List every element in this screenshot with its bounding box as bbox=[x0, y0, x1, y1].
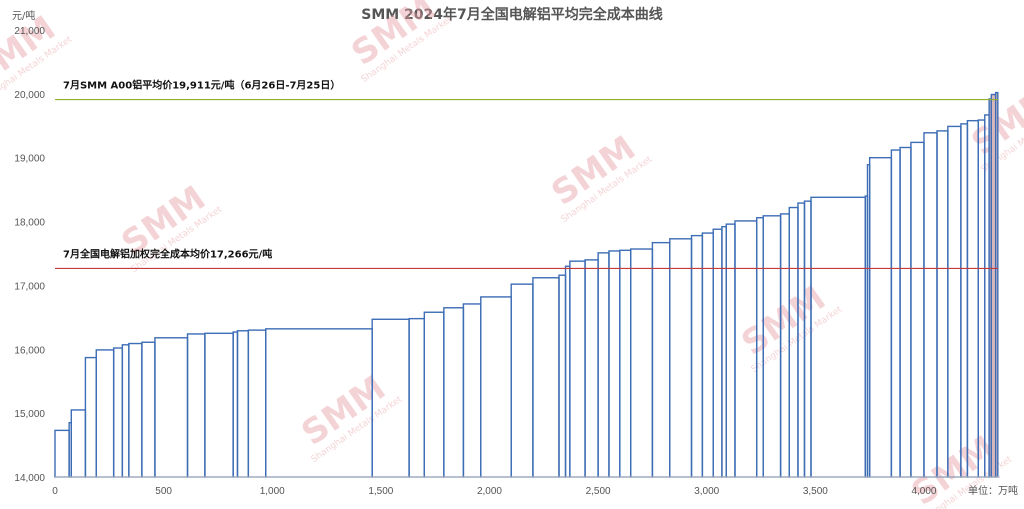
chart-title: SMM 2024年7月全国电解铝平均完全成本曲线 bbox=[361, 7, 663, 23]
x-tick-label: 3,500 bbox=[803, 486, 828, 497]
reference-lines-layer: 7月SMM A00铝平均价19,911元/吨（6月26日-7月25日） 7月全国电… bbox=[55, 79, 998, 270]
y-tick-label: 20,000 bbox=[14, 90, 45, 101]
cost-bar bbox=[725, 223, 736, 478]
x-tick-label: 2,000 bbox=[477, 486, 502, 497]
cost-bar bbox=[443, 307, 465, 478]
x-tick-label: 500 bbox=[155, 486, 172, 497]
y-tick-label: 18,000 bbox=[14, 218, 45, 229]
cost-bar bbox=[70, 409, 87, 478]
cost-bar bbox=[966, 119, 979, 478]
cost-bar bbox=[960, 123, 969, 478]
cost-bar bbox=[532, 277, 560, 478]
cost-bar bbox=[994, 91, 999, 478]
reference-line-label: 7月SMM A00铝平均价19,911元/吨（6月26日-7月25日） bbox=[63, 79, 340, 92]
cost-bar bbox=[651, 241, 671, 478]
cost-bar bbox=[236, 330, 250, 478]
y-axis-unit-label: 元/吨 bbox=[12, 9, 35, 22]
cost-bar bbox=[910, 141, 925, 478]
axes-layer: 元/吨 单位：万吨 14,000 15,000 16,000 17,000 18,000… bbox=[12, 9, 1018, 497]
cost-bar bbox=[669, 238, 693, 478]
y-tick-label: 14,000 bbox=[14, 473, 45, 484]
cost-bar bbox=[712, 228, 723, 478]
cost-bar bbox=[408, 317, 426, 478]
cost-bar bbox=[84, 356, 97, 478]
cost-bar bbox=[186, 333, 206, 478]
cost-bar bbox=[247, 329, 267, 478]
x-tick-label: 0 bbox=[52, 486, 58, 497]
reference-line-label: 7月全国电解铝加权完全成本均价17,266元/吨 bbox=[63, 247, 272, 260]
x-tick-label: 1,500 bbox=[368, 486, 393, 497]
y-tick-label: 19,000 bbox=[14, 154, 45, 165]
cost-bar bbox=[154, 337, 189, 478]
x-axis-unit-label: 单位：万吨 bbox=[968, 484, 1018, 497]
cost-bar bbox=[868, 157, 893, 478]
cost-bar bbox=[141, 341, 156, 478]
x-tick-label: 4,000 bbox=[911, 486, 936, 497]
cost-bar bbox=[947, 125, 962, 478]
y-tick-label: 21,000 bbox=[14, 26, 45, 37]
cost-bar bbox=[597, 252, 610, 478]
cost-bar bbox=[128, 342, 143, 478]
cost-bar bbox=[423, 311, 445, 478]
cost-bar bbox=[121, 344, 130, 478]
cost-bar bbox=[480, 296, 512, 478]
cost-bar bbox=[629, 248, 654, 478]
cost-bar bbox=[690, 234, 704, 478]
cost-bar bbox=[936, 130, 949, 478]
cost-bar bbox=[899, 146, 912, 478]
cost-bar bbox=[890, 149, 901, 478]
cost-bar bbox=[923, 132, 938, 478]
x-tick-label: 2,500 bbox=[586, 486, 611, 497]
y-tick-label: 16,000 bbox=[14, 345, 45, 356]
cost-bar bbox=[810, 196, 867, 478]
y-tick-label: 15,000 bbox=[14, 409, 45, 420]
x-tick-label: 3,000 bbox=[694, 486, 719, 497]
x-tick-label: 1,000 bbox=[260, 486, 285, 497]
cost-bar bbox=[112, 347, 124, 478]
cost-bar bbox=[608, 250, 621, 478]
cost-bar bbox=[558, 274, 567, 478]
cost-bar bbox=[54, 429, 70, 478]
cost-bar bbox=[584, 259, 599, 478]
bars-layer bbox=[54, 91, 999, 478]
cost-bar bbox=[701, 232, 714, 478]
cost-bar bbox=[204, 332, 234, 478]
y-tick-label: 17,000 bbox=[14, 281, 45, 292]
cost-bar bbox=[462, 303, 482, 478]
cost-bar bbox=[510, 283, 534, 478]
cost-bar bbox=[95, 349, 115, 478]
cost-bar bbox=[569, 260, 586, 478]
cost-bar bbox=[619, 249, 632, 478]
